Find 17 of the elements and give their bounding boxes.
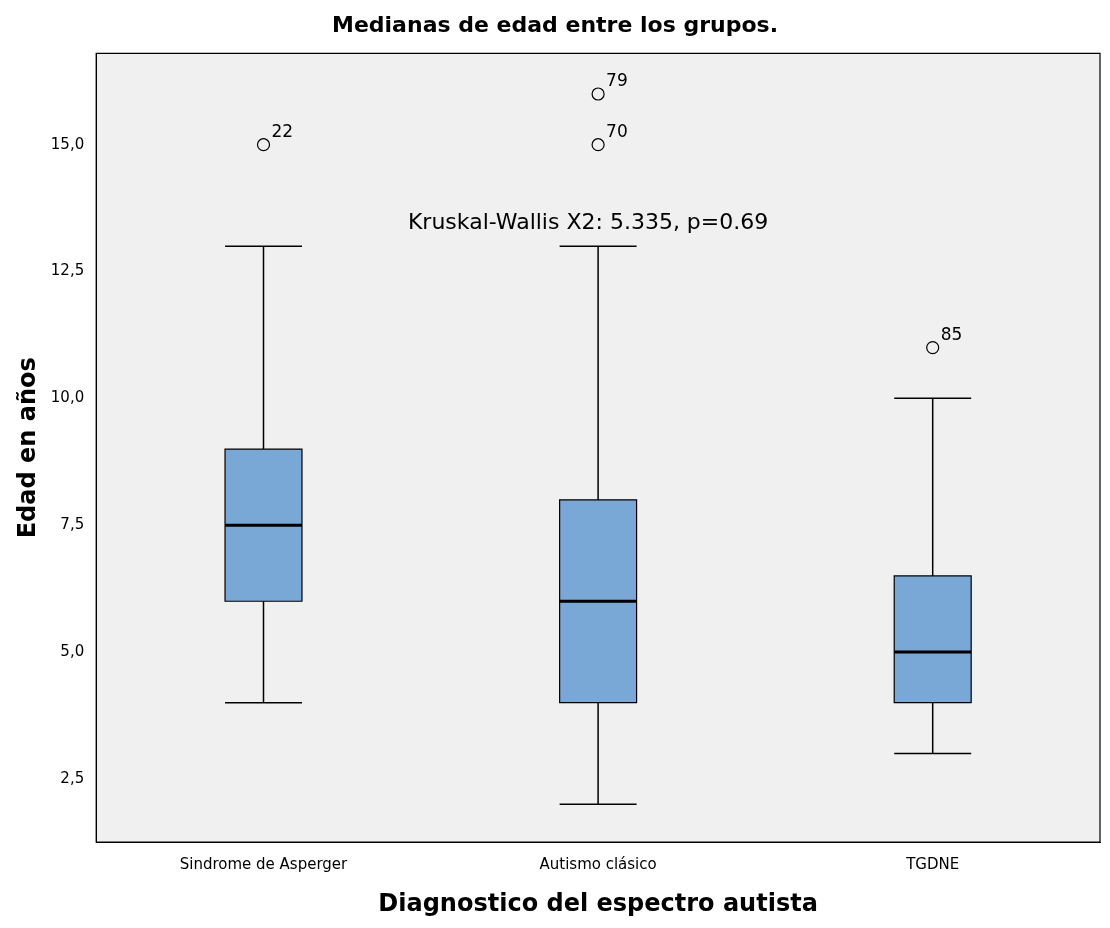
y-tick-label: 10,0 (50, 388, 85, 407)
y-tick-label: 5,0 (60, 641, 85, 660)
y-tick-label: 15,0 (50, 134, 85, 153)
x-tick-label: Sindrome de Asperger (179, 855, 349, 874)
chart-title: Medianas de edad entre los grupos. (332, 11, 778, 37)
y-tick-label: 2,5 (60, 768, 85, 787)
annotation: 70 (606, 120, 628, 141)
annotation: 22 (271, 120, 294, 141)
annotation: 85 (940, 323, 963, 344)
x-tick-label: Autismo clásico (539, 855, 657, 874)
x-tick-label: TGDNE (905, 855, 960, 874)
y-axis-title: Edad en años (12, 357, 41, 539)
y-tick-label: 12,5 (50, 261, 85, 280)
annotation: Kruskal-Wallis X2: 5.335, p=0.69 (407, 208, 769, 234)
y-tick-label: 7,5 (60, 515, 85, 534)
x-axis-title: Diagnostico del espectro autista (378, 888, 818, 917)
annotation: 79 (606, 69, 628, 90)
